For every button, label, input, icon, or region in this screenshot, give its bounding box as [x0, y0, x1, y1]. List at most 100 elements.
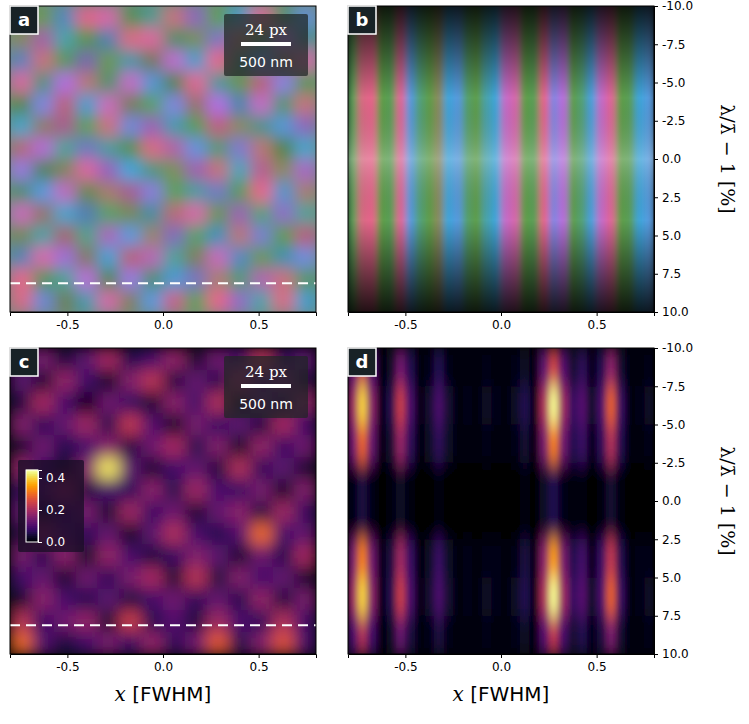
cell	[348, 578, 358, 617]
cell	[587, 386, 597, 425]
cell	[10, 290, 32, 312]
cell	[163, 203, 185, 225]
cell	[32, 588, 54, 610]
cell	[119, 632, 141, 654]
y-axis-tick: 7.5	[654, 609, 681, 623]
x-axis-tick: 0.5	[588, 654, 607, 674]
cell	[141, 545, 163, 567]
cell	[578, 348, 588, 387]
cell	[530, 501, 540, 540]
cell	[491, 386, 501, 425]
cell	[185, 523, 207, 545]
cell	[10, 93, 32, 115]
cell	[185, 632, 207, 654]
cell	[54, 435, 76, 457]
cell	[119, 457, 141, 479]
cell	[482, 501, 492, 540]
y-axis-tick-mark	[654, 274, 658, 275]
cell	[396, 463, 406, 502]
colorbar-frame	[26, 470, 38, 542]
cell	[32, 93, 54, 115]
cell	[141, 137, 163, 159]
cell	[635, 463, 645, 502]
cell	[568, 425, 578, 464]
cell	[434, 425, 444, 464]
x-axis: -0.50.00.5	[11, 654, 317, 674]
scale-bar-length: 500 nm	[239, 396, 293, 412]
cell	[207, 567, 229, 589]
cell	[97, 6, 119, 28]
cell	[453, 539, 463, 578]
y-axis-tick: 2.5	[654, 533, 681, 547]
cell	[294, 159, 316, 181]
cell	[163, 392, 185, 414]
cell	[229, 137, 251, 159]
cell	[367, 616, 377, 654]
panel-letter: c	[10, 348, 38, 376]
cell	[163, 268, 185, 290]
cell	[377, 348, 387, 387]
x-axis-tick-mark	[597, 312, 598, 316]
cell	[97, 137, 119, 159]
y-axis-tick-mark	[654, 386, 658, 387]
cell	[568, 348, 578, 387]
cell	[415, 501, 425, 540]
x-axis: -0.50.00.5	[11, 312, 317, 332]
cell	[539, 501, 549, 540]
cell	[558, 501, 568, 540]
cell	[386, 578, 396, 617]
cell	[207, 501, 229, 523]
y-axis: -10.0-7.5-5.0-2.50.02.55.07.510.0	[654, 0, 693, 319]
y-axis-tick-label: -10.0	[662, 0, 693, 13]
cell	[463, 578, 473, 617]
cell	[185, 246, 207, 268]
cell	[491, 616, 501, 654]
cell	[272, 246, 294, 268]
cell	[250, 588, 272, 610]
cell	[377, 539, 387, 578]
cell	[294, 610, 316, 632]
x-axis-tick-mark	[405, 312, 406, 316]
cell	[229, 501, 251, 523]
cell	[511, 616, 521, 654]
cell	[97, 435, 119, 457]
cell	[482, 386, 492, 425]
cell	[587, 501, 597, 540]
cell	[272, 181, 294, 203]
cell	[10, 610, 32, 632]
cell	[76, 137, 98, 159]
cell	[207, 93, 229, 115]
cell	[294, 457, 316, 479]
cell	[141, 225, 163, 247]
cell	[250, 203, 272, 225]
panel-letter-text: d	[356, 351, 369, 372]
x-axis-tick: 0.0	[492, 312, 511, 332]
cell	[511, 463, 521, 502]
cell	[472, 539, 482, 578]
cell	[294, 115, 316, 137]
cell	[97, 28, 119, 50]
cell	[434, 463, 444, 502]
cell	[250, 290, 272, 312]
cell	[141, 72, 163, 94]
cell	[185, 159, 207, 181]
cell	[294, 632, 316, 654]
cell	[606, 386, 616, 425]
cell	[97, 479, 119, 501]
cell	[141, 93, 163, 115]
cell	[119, 523, 141, 545]
cell	[10, 632, 32, 654]
cell	[568, 578, 578, 617]
x-axis-tick-mark	[67, 312, 68, 316]
plot-area	[348, 348, 654, 654]
cell	[76, 28, 98, 50]
cell	[415, 425, 425, 464]
cell	[482, 425, 492, 464]
cell	[294, 290, 316, 312]
cell	[294, 588, 316, 610]
cell	[396, 578, 406, 617]
cell	[141, 370, 163, 392]
cell	[76, 159, 98, 181]
cell	[97, 501, 119, 523]
cell	[141, 246, 163, 268]
